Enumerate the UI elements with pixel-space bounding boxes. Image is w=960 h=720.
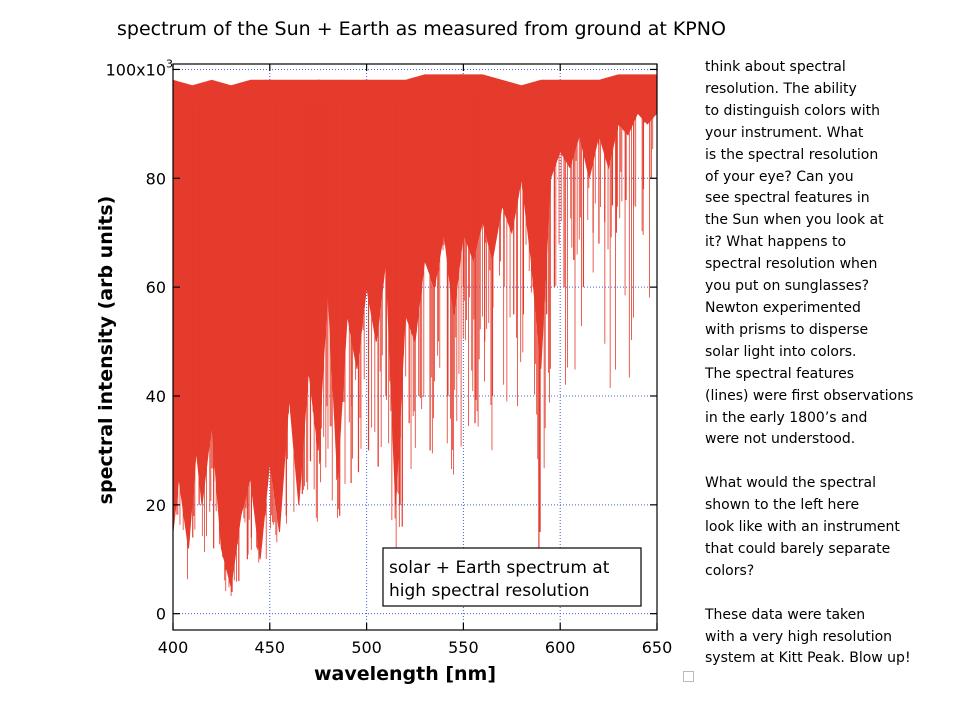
explanation-line: in the early 1800’s and [705,409,868,426]
explanation-line: your instrument. What [705,124,864,141]
paragraph-gap [705,451,955,473]
legend-line-1: solar + Earth spectrum at [389,558,610,578]
x-tick-label: 650 [642,638,673,657]
explanation-line: What would the spectral [705,475,876,492]
paragraph-gap [705,583,955,605]
explanation-line: shown to the left here [705,497,860,514]
explanation-line: the Sun when you look at [705,212,884,229]
x-tick-label: 600 [545,638,576,657]
plot-area [172,64,658,630]
explanation-line: with prisms to disperse [705,321,869,338]
legend: solar + Earth spectrum at high spectral … [382,547,642,607]
spectrum-chart-svg: 0 20 40 60 80 100x103 400 450 500 550 600 650 spec… [95,57,673,685]
explanation-text: think about spectral resolution. The abil… [705,57,955,670]
explanation-line: with a very high resolution [705,628,893,645]
explanation-line: resolution. The ability [705,80,857,97]
x-tick-label: 550 [448,638,479,657]
legend-line-2: high spectral resolution [389,581,590,601]
explanation-line: that could barely separate [705,540,891,557]
explanation-line: see spectral features in [705,190,870,207]
explanation-line: spectral resolution when [705,256,878,273]
explanation-line: of your eye? Can you [705,168,854,185]
y-scale-superscript: 3 [166,57,173,70]
explanation-line: is the spectral resolution [705,146,879,163]
explanation-line: to distinguish colors with [705,102,881,119]
y-axis-label: spectral intensity (arb units) [95,196,117,505]
x-tick-label: 400 [158,638,189,657]
explanation-line: (lines) were first observations [705,387,914,404]
y-tick-label: 100x103 [106,57,173,79]
plot-frame [172,63,658,631]
x-axis-label: wavelength [nm] [314,663,496,685]
explanation-line: system at Kitt Peak. Blow up! [705,650,911,667]
y-tick-label: 60 [146,278,166,297]
plot-border [172,63,658,631]
explanation-line: were not understood. [705,431,856,448]
legend-box [382,547,642,607]
slide-title: spectrum of the Sun + Earth as measured … [117,18,726,40]
explanation-line: look like with an instrument [705,519,900,536]
explanation-line: solar light into colors. [705,343,857,360]
y-tick-label: 0 [156,605,166,624]
y-tick-label: 80 [146,169,166,188]
x-tick-label: 500 [351,638,382,657]
explanation-line: colors? [705,562,755,579]
explanation-line: The spectral features [705,365,854,382]
y-tick-label: 20 [146,496,166,515]
explanation-line: think about spectral [705,59,846,75]
explanation-line: These data were taken [705,606,866,623]
spectrum-chart: 0 20 40 60 80 100x103 400 450 500 550 600 650 spec… [95,57,673,685]
explanation-line: Newton experimented [705,299,861,316]
y-tick-label: 40 [146,387,166,406]
explanation-line: you put on sunglasses? [705,278,870,295]
x-tick-label: 450 [255,638,286,657]
explanation-line: it? What happens to [705,234,847,251]
x-axis-ticks: 400 450 500 550 600 650 [158,64,673,657]
slide-note-marker [683,671,694,682]
spectrum-top-edge [172,73,658,103]
y-axis-ticks: 0 20 40 60 80 100x103 [106,57,657,624]
